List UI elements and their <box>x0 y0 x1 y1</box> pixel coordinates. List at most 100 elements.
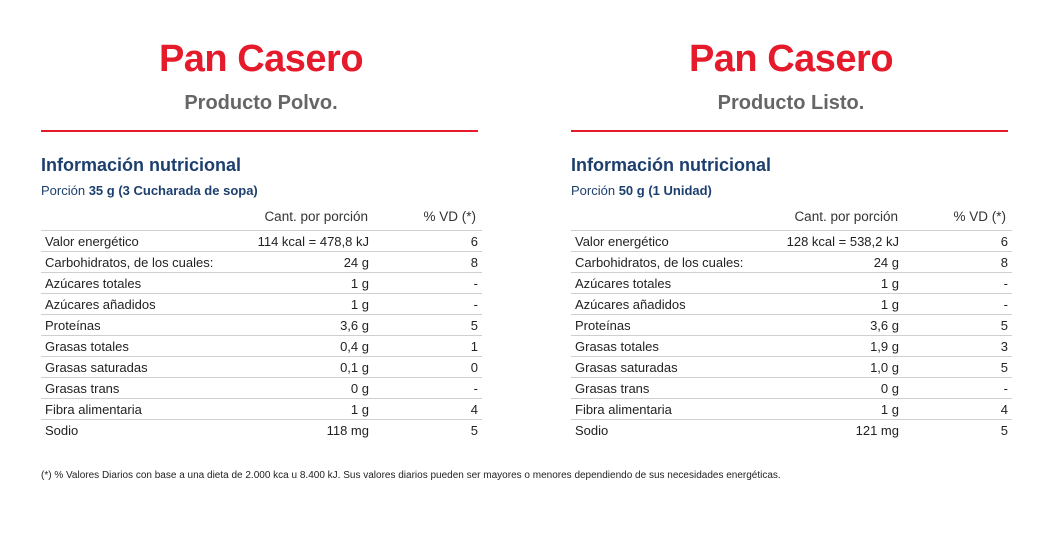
portion-label: Porción <box>41 183 86 198</box>
section-title: Información nutricional <box>41 155 242 175</box>
nutrition-table: Valor energético 128 kcal = 538,2 kJ 6 Car… <box>571 230 1012 440</box>
column-header-amount: Cant. por porción <box>794 209 898 224</box>
nutrient-name: Grasas saturadas <box>45 360 148 375</box>
nutrient-vd: - <box>1003 276 1008 291</box>
nutrient-vd: - <box>473 276 478 291</box>
portion-value: 50 g (1 Unidad) <box>618 183 712 198</box>
table-row: Proteínas 3,6 g 5 <box>571 314 1012 335</box>
nutrient-amount: 0 g <box>880 381 899 396</box>
table-row: Fibra alimentaria 1 g 4 <box>41 398 482 419</box>
nutrient-name: Azúcares añadidos <box>45 297 156 312</box>
nutrient-name: Sodio <box>45 423 79 438</box>
nutrient-name: Grasas trans <box>45 381 120 396</box>
nutrient-amount: 1,0 g <box>870 360 899 375</box>
nutrient-amount: 1 g <box>350 297 369 312</box>
nutrient-amount: 1 g <box>350 402 369 417</box>
table-row: Proteínas 3,6 g 5 <box>41 314 482 335</box>
table-row: Grasas totales 0,4 g 1 <box>41 335 482 356</box>
nutrient-vd: 4 <box>470 402 478 417</box>
nutrient-amount: 0,1 g <box>340 360 369 375</box>
nutrient-vd: - <box>1003 381 1008 396</box>
nutrient-name: Sodio <box>575 423 609 438</box>
nutrient-vd: 8 <box>1000 255 1008 270</box>
nutrient-name: Proteínas <box>45 318 101 333</box>
table-row: Grasas trans 0 g - <box>571 377 1012 398</box>
table-row: Sodio 121 mg 5 <box>571 419 1012 440</box>
table-row: Grasas trans 0 g - <box>41 377 482 398</box>
nutrient-vd: 3 <box>1000 339 1008 354</box>
nutrient-name: Grasas trans <box>575 381 650 396</box>
nutrient-amount: 128 kcal = 538,2 kJ <box>786 234 899 249</box>
portion-info: Porción 50 g (1 Unidad) <box>571 183 712 198</box>
nutrient-vd: 5 <box>470 423 478 438</box>
portion-value: 35 g (3 Cucharada de sopa) <box>88 183 258 198</box>
nutrient-name: Fibra alimentaria <box>575 402 672 417</box>
title-divider <box>41 130 478 132</box>
footnote: (*) % Valores Diarios con base a una die… <box>41 470 781 481</box>
nutrient-vd: 5 <box>1000 318 1008 333</box>
nutrient-vd: - <box>1003 297 1008 312</box>
nutrient-amount: 24 g <box>873 255 899 270</box>
nutrient-amount: 0,4 g <box>340 339 369 354</box>
table-row: Azúcares totales 1 g - <box>41 272 482 293</box>
table-row: Grasas saturadas 1,0 g 5 <box>571 356 1012 377</box>
nutrient-amount: 114 kcal = 478,8 kJ <box>257 234 369 249</box>
nutrient-name: Proteínas <box>575 318 631 333</box>
nutrient-vd: - <box>473 297 478 312</box>
nutrient-name: Grasas totales <box>575 339 659 354</box>
nutrient-amount: 121 mg <box>855 423 899 438</box>
nutrient-vd: 8 <box>470 255 478 270</box>
portion-label: Porción <box>571 183 616 198</box>
table-row: Azúcares añadidos 1 g - <box>41 293 482 314</box>
product-title: Pan Casero <box>688 38 894 80</box>
table-row: Azúcares añadidos 1 g - <box>571 293 1012 314</box>
nutrient-name: Azúcares totales <box>575 276 672 291</box>
nutrient-name: Azúcares añadidos <box>575 297 686 312</box>
nutrition-table: Valor energético 114 kcal = 478,8 kJ 6 Car… <box>41 230 482 440</box>
table-row: Grasas totales 1,9 g 3 <box>571 335 1012 356</box>
nutrient-vd: 4 <box>1000 402 1008 417</box>
nutrient-name: Valor energético <box>575 234 669 249</box>
nutrient-amount: 1 g <box>350 276 369 291</box>
nutrient-vd: 0 <box>470 360 478 375</box>
nutrient-amount: 24 g <box>343 255 369 270</box>
portion-info: Porción 35 g (3 Cucharada de sopa) <box>41 183 258 198</box>
table-row: Fibra alimentaria 1 g 4 <box>571 398 1012 419</box>
table-row: Grasas saturadas 0,1 g 0 <box>41 356 482 377</box>
nutrient-vd: 5 <box>1000 360 1008 375</box>
nutrient-amount: 118 mg <box>326 423 369 438</box>
nutrient-vd: 6 <box>470 234 478 249</box>
column-header-vd: % VD (*) <box>953 209 1006 224</box>
product-subtitle: Producto Listo. <box>717 92 865 114</box>
title-divider <box>571 130 1008 132</box>
nutrient-amount: 3,6 g <box>870 318 899 333</box>
nutrient-name: Carbohidratos, de los cuales: <box>45 255 214 270</box>
table-row: Sodio 118 mg 5 <box>41 419 482 440</box>
table-row: Valor energético 128 kcal = 538,2 kJ 6 <box>571 230 1012 251</box>
product-subtitle: Producto Polvo. <box>184 92 338 114</box>
product-title: Pan Casero <box>158 38 364 80</box>
table-row: Valor energético 114 kcal = 478,8 kJ 6 <box>41 230 482 251</box>
nutrient-amount: 0 g <box>350 381 369 396</box>
table-row: Carbohidratos, de los cuales: 24 g 8 <box>571 251 1012 272</box>
table-row: Carbohidratos, de los cuales: 24 g 8 <box>41 251 482 272</box>
nutrient-name: Fibra alimentaria <box>45 402 142 417</box>
nutrient-amount: 1 g <box>880 402 899 417</box>
nutrient-vd: - <box>473 381 478 396</box>
nutrient-vd: 6 <box>1000 234 1008 249</box>
nutrient-name: Grasas totales <box>45 339 129 354</box>
nutrient-amount: 1 g <box>880 276 899 291</box>
nutrient-name: Carbohidratos, de los cuales: <box>575 255 744 270</box>
nutrient-vd: 1 <box>470 339 478 354</box>
nutrient-name: Grasas saturadas <box>575 360 678 375</box>
nutrient-name: Azúcares totales <box>45 276 142 291</box>
nutrient-amount: 3,6 g <box>340 318 369 333</box>
column-header-amount: Cant. por porción <box>264 209 368 224</box>
nutrient-vd: 5 <box>1000 423 1008 438</box>
nutrient-vd: 5 <box>470 318 478 333</box>
section-title: Información nutricional <box>571 155 772 175</box>
table-row: Azúcares totales 1 g - <box>571 272 1012 293</box>
nutrient-name: Valor energético <box>45 234 139 249</box>
column-header-vd: % VD (*) <box>423 209 476 224</box>
nutrient-amount: 1,9 g <box>870 339 899 354</box>
